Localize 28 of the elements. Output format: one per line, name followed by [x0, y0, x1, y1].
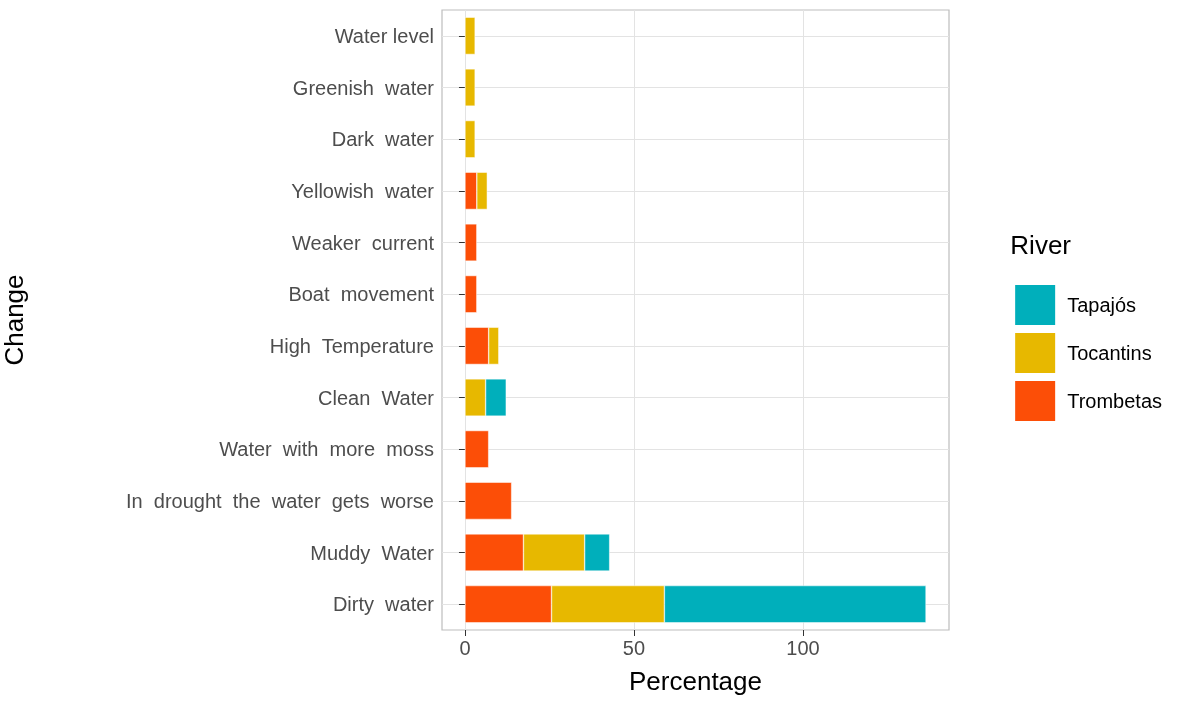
- legend-label: Tocantins: [1067, 342, 1152, 364]
- x-tick-label: 0: [459, 637, 471, 659]
- legend-title: River: [1010, 230, 1072, 260]
- bar: [464, 120, 476, 158]
- y-tick-label: Dirty water: [332, 593, 435, 616]
- legend-label: Tapajós: [1067, 294, 1137, 316]
- legend-label: Trombetas: [1067, 390, 1162, 412]
- y-tick-label: In drought the water gets worse: [126, 489, 434, 512]
- y-tick-label: Water with more moss: [219, 438, 434, 461]
- bar: [464, 482, 512, 520]
- x-tick-label: 50: [622, 637, 646, 659]
- y-tick-label: Weaker current: [292, 231, 435, 254]
- y-tick-label: Water level: [334, 24, 434, 47]
- x-tick-label: 100: [786, 637, 820, 659]
- bar: [464, 223, 477, 262]
- bar: [464, 275, 477, 313]
- x-axis-title: Percentage: [629, 666, 762, 696]
- y-tick-label: Greenish water: [292, 76, 435, 99]
- bar: [464, 430, 489, 468]
- y-tick-label: Muddy Water: [310, 541, 435, 564]
- y-tick-label: Yellowish water: [291, 179, 435, 202]
- y-axis-title: Change: [0, 274, 29, 366]
- y-tick-label: Clean Water: [318, 386, 435, 409]
- bar: [464, 17, 476, 55]
- y-tick-label: High Temperature: [269, 334, 434, 357]
- y-tick-label: Boat movement: [288, 283, 435, 306]
- y-tick-label: Dark water: [331, 128, 435, 151]
- bar: [464, 68, 476, 107]
